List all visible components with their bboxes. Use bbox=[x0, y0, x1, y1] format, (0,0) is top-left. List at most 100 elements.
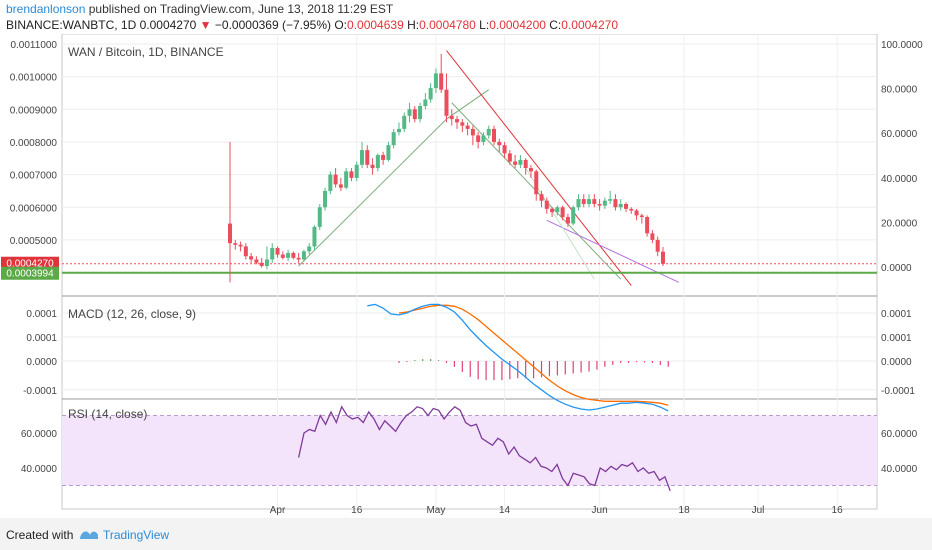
candle-body bbox=[560, 207, 565, 218]
price-tick-label: 0.0009000 bbox=[10, 105, 58, 116]
candle-body bbox=[286, 252, 291, 258]
symbol-label: BINANCE:WANBTC, 1D bbox=[6, 18, 137, 32]
macd-signal-line bbox=[398, 304, 669, 406]
panel-titles: WAN / Bitcoin, 1D, BINANCE MACD (12, 26,… bbox=[68, 45, 224, 421]
right-scale-label: 60.0000 bbox=[881, 129, 918, 140]
right-scale-label: 80.0000 bbox=[881, 85, 918, 96]
macd-right-tick-label: -0.0001 bbox=[881, 386, 915, 397]
macd-tick-label: 0.0000 bbox=[26, 357, 57, 368]
candle-body bbox=[518, 159, 523, 165]
low-value: 0.0004200 bbox=[489, 18, 546, 32]
candle-body bbox=[439, 73, 444, 90]
down-arrow-icon: ▼ bbox=[199, 18, 212, 32]
candle-body bbox=[470, 128, 475, 136]
candle-body bbox=[624, 203, 628, 209]
change-value: −0.0000369 (−7.95%) bbox=[214, 18, 331, 32]
candle-body bbox=[597, 203, 602, 206]
candle-body bbox=[476, 135, 481, 142]
candle-body bbox=[270, 248, 275, 260]
publish-line: brendanlonson published on TradingView.c… bbox=[6, 2, 393, 16]
last-price-tag bbox=[1, 256, 59, 270]
macd-line bbox=[367, 303, 669, 412]
candle-body bbox=[455, 119, 460, 123]
candle-body bbox=[275, 248, 280, 255]
candle-body bbox=[444, 89, 449, 116]
last-price: 0.0004270 bbox=[139, 18, 197, 32]
close-label: C: bbox=[549, 18, 562, 32]
candle-body bbox=[249, 256, 254, 260]
candle-body bbox=[486, 128, 491, 136]
candle-body bbox=[576, 199, 581, 208]
macd-tick-label: 0.0001 bbox=[26, 309, 57, 320]
candle-body bbox=[449, 115, 454, 120]
chart-area[interactable]: 0.0011000 0.0010000 0.0009000 0.0008000 0.00… bbox=[0, 34, 932, 518]
candle-body bbox=[233, 243, 238, 245]
candle-body bbox=[502, 145, 507, 154]
candle-body bbox=[328, 174, 333, 191]
resistance-trendline bbox=[446, 50, 632, 286]
candle-body bbox=[465, 125, 470, 129]
candle-body bbox=[333, 174, 338, 185]
macd-right-tick-label: 0.0001 bbox=[881, 333, 912, 344]
price-tick-label: 0.0007000 bbox=[10, 171, 58, 182]
candle-body bbox=[349, 171, 354, 178]
support-tag-label: 0.0003994 bbox=[6, 269, 54, 280]
low-label: L: bbox=[479, 18, 490, 32]
main-chart-title: WAN / Bitcoin, 1D, BINANCE bbox=[68, 45, 224, 59]
candle-body bbox=[460, 122, 465, 126]
candle-body bbox=[402, 115, 407, 129]
candle-body bbox=[634, 210, 639, 216]
candle-body bbox=[228, 223, 232, 244]
time-tick-label: May bbox=[426, 505, 445, 516]
candle-body bbox=[259, 262, 264, 267]
candle-body bbox=[433, 73, 438, 89]
candle-body bbox=[523, 159, 528, 169]
tradingview-link[interactable]: TradingView bbox=[103, 528, 170, 542]
candles bbox=[228, 53, 665, 283]
candle-body bbox=[645, 217, 650, 234]
candle-body bbox=[544, 200, 549, 209]
right-scale-label: 40.0000 bbox=[881, 174, 918, 185]
candle-body bbox=[243, 246, 248, 257]
candle-body bbox=[655, 239, 660, 252]
candle-body bbox=[254, 259, 259, 263]
candle-body bbox=[381, 155, 386, 160]
candle-body bbox=[238, 244, 243, 247]
candle-body bbox=[354, 164, 359, 178]
candle-body bbox=[391, 132, 396, 146]
candle-body bbox=[555, 207, 560, 213]
rsi-tick-label: 60.0000 bbox=[21, 429, 58, 440]
candle-body bbox=[507, 153, 512, 162]
right-scale-label: 20.0000 bbox=[881, 218, 918, 229]
close-value: 0.0004270 bbox=[561, 18, 618, 32]
ohlc-line: BINANCE:WANBTC, 1D 0.0004270 ▼ −0.000036… bbox=[6, 18, 618, 32]
price-tick-label: 0.0010000 bbox=[10, 73, 58, 84]
candle-body bbox=[565, 217, 570, 224]
candle-body bbox=[581, 199, 586, 204]
candle-body bbox=[528, 168, 533, 172]
candle-body bbox=[481, 135, 486, 142]
rsi-plot bbox=[297, 405, 671, 492]
candle-body bbox=[280, 254, 285, 258]
candle-body bbox=[492, 128, 496, 142]
time-tick-label: Jul bbox=[752, 505, 765, 516]
created-with-label: Created with bbox=[6, 528, 74, 542]
candle-body bbox=[344, 171, 349, 188]
candle-body bbox=[323, 190, 328, 208]
author-link[interactable]: brendanlonson bbox=[6, 2, 86, 16]
support-trendline bbox=[298, 118, 447, 267]
candle-body bbox=[602, 200, 607, 206]
publish-info: published on TradingView.com, June 13, 2… bbox=[88, 2, 394, 16]
open-value: 0.0004639 bbox=[347, 18, 404, 32]
macd-tick-label: -0.0001 bbox=[23, 386, 57, 397]
candle-body bbox=[423, 99, 428, 107]
rsi-band-fill bbox=[62, 415, 877, 486]
price-tick-label: 0.0008000 bbox=[10, 138, 58, 149]
right-scale-label: 100.0000 bbox=[881, 40, 923, 51]
macd-title: MACD (12, 26, close, 9) bbox=[68, 307, 196, 321]
candle-body bbox=[291, 252, 296, 258]
plot-frame bbox=[61, 34, 878, 510]
candle-body bbox=[370, 164, 375, 169]
high-value: 0.0004780 bbox=[419, 18, 476, 32]
candle-body bbox=[338, 184, 343, 188]
